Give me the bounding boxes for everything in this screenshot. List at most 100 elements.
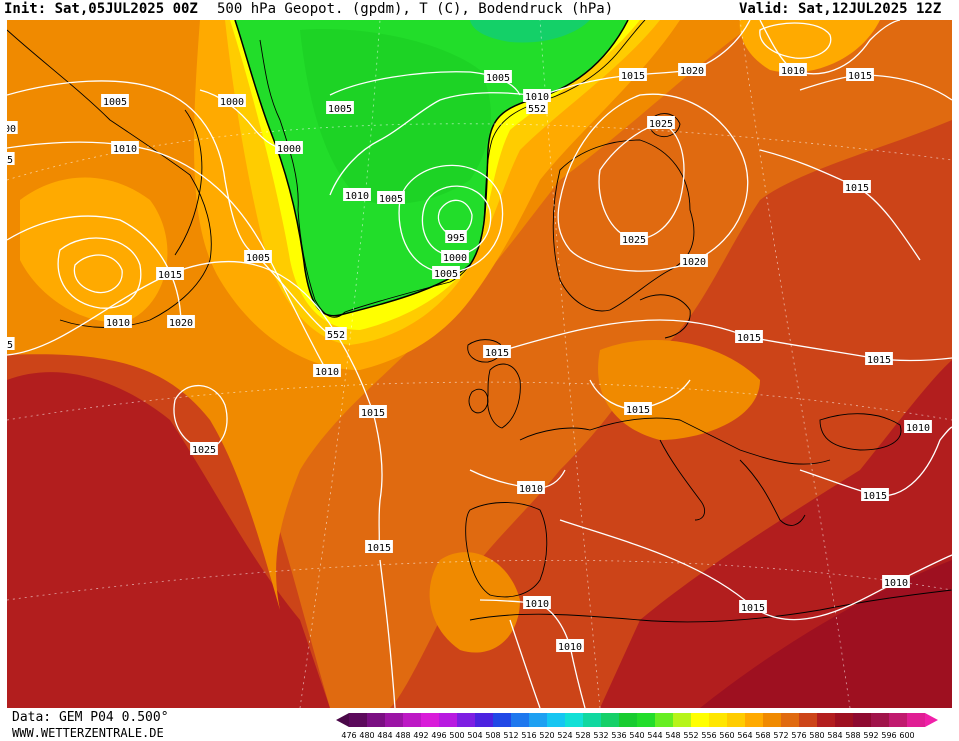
coast-greenland	[259, 20, 646, 318]
svg-text:1005: 1005	[486, 73, 510, 84]
isobar-label: 1015	[735, 330, 763, 344]
scale-tick-label: 496	[431, 731, 446, 739]
scale-swatch	[475, 713, 493, 727]
grid-line	[299, 20, 381, 708]
isobar-label: 1005	[432, 266, 460, 280]
scale-tick-label: 588	[845, 731, 860, 739]
scale-tick-label: 572	[773, 731, 788, 739]
field-darker-red-se	[700, 560, 952, 708]
isobar-1015-atlantic	[7, 260, 383, 548]
isobar-1005-west-south	[257, 256, 331, 336]
scale-swatch	[673, 713, 691, 727]
color-scale: 476 480 484 488 492 496 500 504 508 512 516 520 524 5…	[336, 713, 938, 739]
isobar-label: 1010	[523, 89, 551, 103]
scale-swatch	[619, 713, 637, 727]
scale-swatch	[709, 713, 727, 727]
scale-swatch	[691, 713, 709, 727]
scale-tick-label: 596	[881, 731, 896, 739]
svg-text:1005: 1005	[246, 253, 270, 264]
website-label: WWW.WETTERZENTRALE.DE	[12, 726, 164, 740]
scale-tick-label: 504	[467, 731, 482, 739]
isobar-1015-ne-bend	[799, 426, 952, 497]
scale-tick-label: 564	[737, 731, 752, 739]
coastlines	[7, 20, 952, 623]
grid-line	[539, 20, 601, 708]
svg-text:995: 995	[447, 233, 465, 244]
isobar-low-greenland-1000	[421, 185, 492, 256]
scale-tick-label: 560	[719, 731, 734, 739]
isobar-label: 1025	[620, 232, 648, 246]
isobar-label: 1025	[647, 116, 675, 130]
isobar-label: 1015	[739, 600, 767, 614]
svg-text:1010: 1010	[906, 423, 930, 434]
svg-text:1010: 1010	[345, 191, 369, 202]
isobar-1010-west	[7, 141, 328, 372]
scale-tick-label: 532	[593, 731, 608, 739]
isobar-label: 1015	[483, 345, 511, 359]
svg-text:1010: 1010	[884, 578, 908, 589]
scale-tick-label: 512	[503, 731, 518, 739]
scale-tick-label: 592	[863, 731, 878, 739]
coast-black-sea	[819, 413, 902, 451]
isobar-label: 1015	[624, 402, 652, 416]
isobar-label: 1015	[619, 68, 647, 82]
coast-ireland	[468, 388, 489, 414]
scale-swatch	[817, 713, 835, 727]
scale-swatch	[763, 713, 781, 727]
coast-europe-west	[519, 417, 831, 465]
isobar-low-greenland-1005	[398, 164, 504, 274]
isobar-label: 1010	[313, 364, 341, 378]
scale-swatch	[727, 713, 745, 727]
isobar-1005-nw	[7, 80, 261, 258]
svg-text:5: 5	[7, 340, 13, 351]
isobar-label: 1015	[865, 352, 893, 366]
scale-tick-label: 548	[665, 731, 680, 739]
isobar-label: 1025	[190, 442, 218, 456]
scale-tick-label: 552	[683, 731, 698, 739]
isobar-label: 1010	[104, 315, 132, 329]
svg-text:552: 552	[528, 104, 546, 115]
svg-text:1020: 1020	[680, 66, 704, 77]
svg-text:1010: 1010	[106, 318, 130, 329]
isobar-label: 1010	[556, 639, 584, 653]
isobar-label: 1000	[218, 94, 246, 108]
isobar-1010-ne	[759, 20, 901, 75]
isobar-label-edge: 5	[7, 152, 15, 166]
svg-text:1010: 1010	[519, 484, 543, 495]
scale-tick-label: 508	[485, 731, 500, 739]
scale-swatch	[907, 713, 925, 727]
scale-swatch	[637, 713, 655, 727]
scale-arrow-right	[925, 713, 938, 727]
svg-text:1015: 1015	[848, 71, 872, 82]
grid-line	[7, 123, 952, 181]
isobar-label: 1010	[517, 481, 545, 495]
svg-text:1015: 1015	[626, 405, 650, 416]
svg-text:1020: 1020	[682, 257, 706, 268]
field-teal-north	[470, 20, 590, 43]
isobar-label-edge: 5	[7, 337, 15, 351]
init-time-label: Init: Sat,05JUL2025 00Z	[4, 1, 198, 17]
isobar-label: 995	[445, 230, 467, 244]
geopotential-color-field	[7, 20, 952, 708]
isobar-label: 1010	[882, 575, 910, 589]
svg-text:1010: 1010	[113, 144, 137, 155]
svg-text:1005: 1005	[379, 194, 403, 205]
svg-text:1010: 1010	[525, 599, 549, 610]
scale-tick-label: 520	[539, 731, 554, 739]
scale-tick-label: 600	[899, 731, 914, 739]
svg-text:1000: 1000	[277, 144, 301, 155]
scale-tick-label: 488	[395, 731, 410, 739]
svg-text:1010: 1010	[558, 642, 582, 653]
scale-arrow-left	[336, 713, 349, 727]
scale-swatch	[367, 713, 385, 727]
isobar-label: 1010	[523, 596, 551, 610]
scale-tick-label: 480	[359, 731, 374, 739]
coast-canada-east	[7, 29, 212, 328]
svg-text:1025: 1025	[649, 119, 673, 130]
scale-tick-label: 524	[557, 731, 572, 739]
scale-tick-label: 492	[413, 731, 428, 739]
isobar-1010-far-south	[509, 619, 541, 708]
isobar-label: 1020	[678, 63, 706, 77]
isobar-label: 1005	[326, 101, 354, 115]
isobar-1025-atlantic	[173, 384, 228, 450]
